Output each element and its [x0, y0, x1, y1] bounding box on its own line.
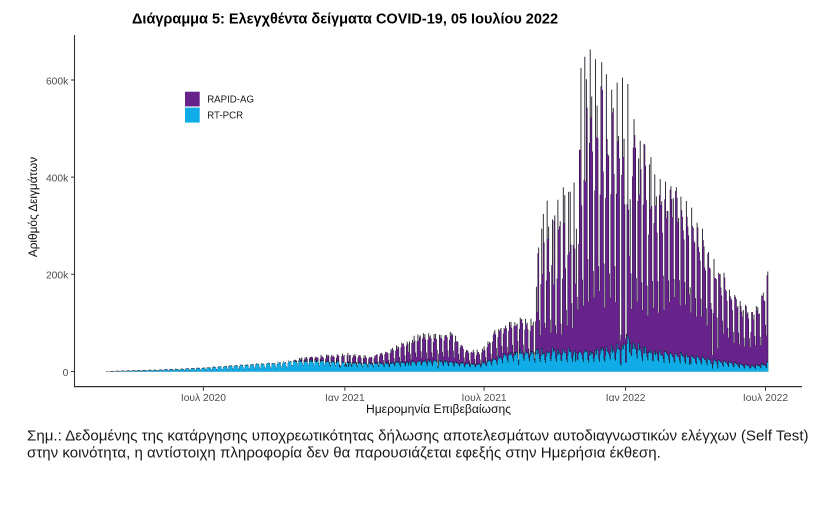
svg-text:Ιουλ 2021: Ιουλ 2021	[462, 393, 507, 404]
svg-text:Ιαν 2021: Ιαν 2021	[325, 393, 365, 404]
svg-text:600k: 600k	[46, 76, 69, 87]
svg-text:Ημερομηνία Επιβεβαίωσης: Ημερομηνία Επιβεβαίωσης	[366, 402, 511, 416]
svg-text:στην κοινότητα, η αντίστοιχη π: στην κοινότητα, η αντίστοιχη πληροφορία …	[27, 444, 661, 461]
svg-text:Αριθμός Δειγμάτων: Αριθμός Δειγμάτων	[26, 157, 40, 257]
svg-text:Ιουλ 2020: Ιουλ 2020	[181, 393, 226, 404]
svg-text:Ιουλ 2022: Ιουλ 2022	[743, 393, 788, 404]
svg-text:RT-PCR: RT-PCR	[207, 110, 243, 121]
svg-text:0: 0	[63, 368, 69, 379]
svg-text:RAPID-AG: RAPID-AG	[207, 94, 254, 105]
svg-text:200k: 200k	[46, 271, 69, 282]
svg-text:Διάγραμμα 5: Ελεγχθέντα δείγμα: Διάγραμμα 5: Ελεγχθέντα δείγματα COVID-1…	[132, 12, 558, 28]
svg-text:400k: 400k	[46, 174, 69, 185]
svg-text:Σημ.: Δεδομένης της κατάργησης: Σημ.: Δεδομένης της κατάργησης υποχρεωτι…	[27, 427, 809, 444]
svg-text:Ιαν 2022: Ιαν 2022	[606, 393, 646, 404]
